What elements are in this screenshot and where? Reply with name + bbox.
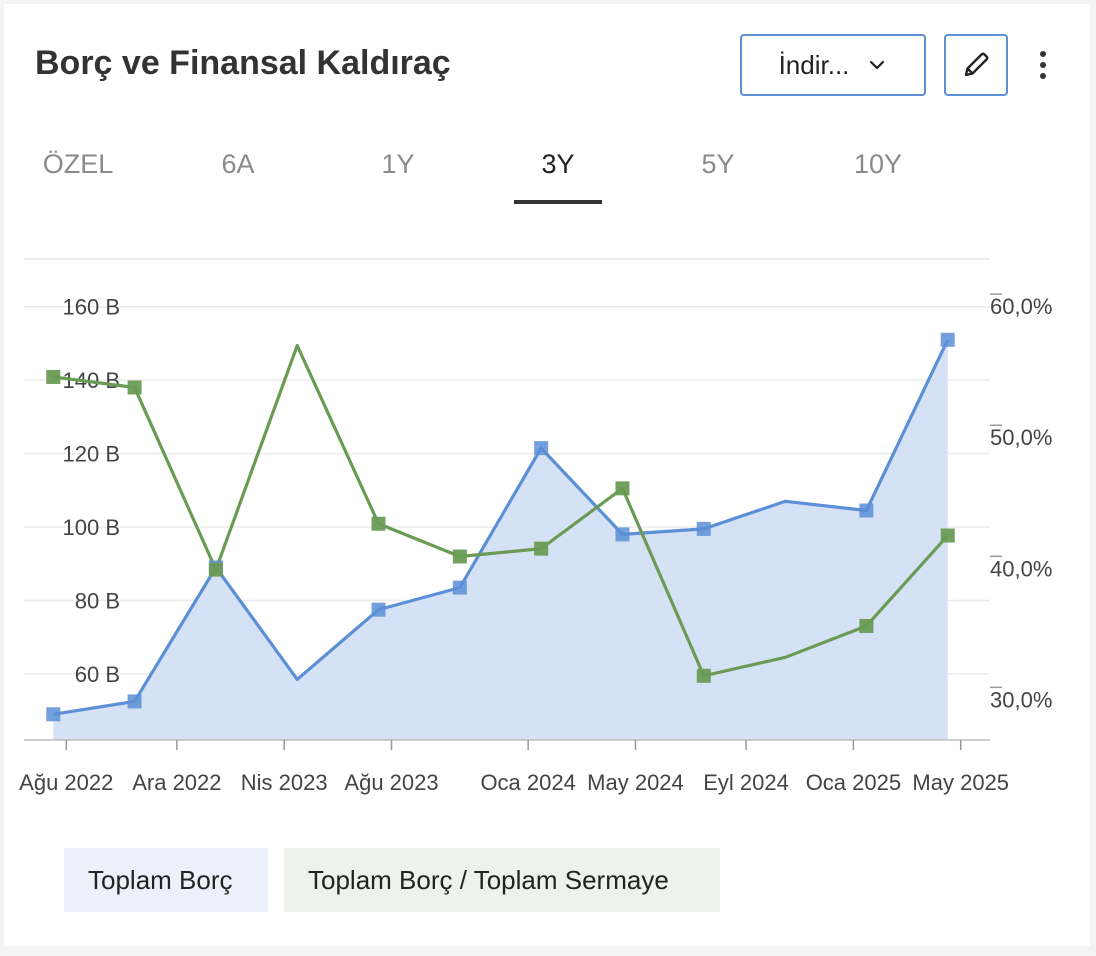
- page-title: Borç ve Finansal Kaldıraç: [35, 44, 451, 82]
- y-left-tick-label: 80 B: [75, 588, 120, 613]
- debt-to-capital-point: [940, 528, 955, 543]
- total-debt-line: [53, 339, 950, 716]
- tab-10y[interactable]: 10Y: [853, 149, 903, 179]
- tab-5y[interactable]: 5Y: [701, 149, 735, 179]
- debt-leverage-card: Borç ve Finansal Kaldıraç İndir... ÖZEL …: [4, 4, 1090, 946]
- tab-6m[interactable]: 6A: [221, 149, 255, 179]
- legend-debt-to-capital-label: Toplam Borç / Toplam Sermaye: [308, 864, 669, 895]
- total-debt-point: [46, 707, 61, 722]
- total-debt-area: [53, 339, 948, 740]
- y-left-tick-label: 100 B: [63, 515, 121, 540]
- total-debt-point: [940, 332, 955, 347]
- legend-total-debt[interactable]: Toplam Borç: [64, 848, 268, 912]
- total-debt-point: [371, 602, 386, 617]
- x-tick-label: Ağu 2022: [19, 770, 113, 795]
- x-tick-label: Ara 2022: [132, 770, 221, 795]
- active-tab-underline: [514, 200, 602, 204]
- y-right-tick-label: 30,0%: [990, 687, 1052, 712]
- debt-to-capital-point: [46, 369, 61, 384]
- tab-1y[interactable]: 1Y: [381, 149, 415, 179]
- x-tick-label: Eyl 2024: [703, 770, 789, 795]
- chevron-down-icon: [870, 60, 885, 70]
- total-debt-point: [696, 521, 711, 536]
- download-button-label: İndir...: [778, 49, 850, 80]
- period-tabs: ÖZEL 6A 1Y 3Y 5Y 10Y: [4, 144, 1090, 204]
- debt-to-capital-point: [371, 516, 386, 531]
- download-button[interactable]: İndir...: [740, 34, 926, 96]
- debt-to-capital-line: [53, 343, 949, 678]
- y-left-tick-label: 120 B: [63, 442, 121, 467]
- y-right-tick-label: 50,0%: [990, 425, 1052, 450]
- debt-to-capital-point: [615, 481, 630, 496]
- debt-to-capital-point: [127, 380, 142, 395]
- legend-debt-to-capital[interactable]: Toplam Borç / Toplam Sermaye: [284, 848, 720, 912]
- y-left-tick-label: 60 B: [75, 662, 120, 687]
- more-vertical-icon: [1040, 51, 1046, 79]
- debt-to-capital-point: [859, 618, 874, 633]
- legend-total-debt-label: Toplam Borç: [88, 864, 233, 895]
- y-left-tick-label: 160 B: [63, 295, 121, 320]
- tab-custom[interactable]: ÖZEL: [42, 149, 114, 179]
- total-debt-point: [452, 580, 467, 595]
- debt-to-capital-point: [452, 549, 467, 564]
- y-right-tick-label: 60,0%: [990, 294, 1052, 319]
- y-right-tick-label: 40,0%: [990, 556, 1052, 581]
- debt-to-capital-point: [208, 562, 223, 577]
- tab-3y[interactable]: 3Y: [541, 149, 575, 179]
- total-debt-point: [615, 527, 630, 542]
- x-tick-label: Oca 2024: [480, 770, 575, 795]
- debt-to-capital-point: [534, 541, 549, 556]
- x-tick-label: May 2025: [912, 770, 1009, 795]
- x-tick-label: Ağu 2023: [344, 770, 438, 795]
- x-tick-label: May 2024: [587, 770, 684, 795]
- edit-button[interactable]: [944, 34, 1008, 96]
- total-debt-point: [534, 441, 549, 456]
- total-debt-point: [127, 694, 142, 709]
- x-tick-label: Oca 2025: [806, 770, 901, 795]
- x-tick-label: Nis 2023: [241, 770, 328, 795]
- more-options-button[interactable]: [1026, 40, 1060, 90]
- total-debt-point: [859, 503, 874, 518]
- debt-to-capital-point: [696, 668, 711, 683]
- pencil-icon: [964, 52, 989, 77]
